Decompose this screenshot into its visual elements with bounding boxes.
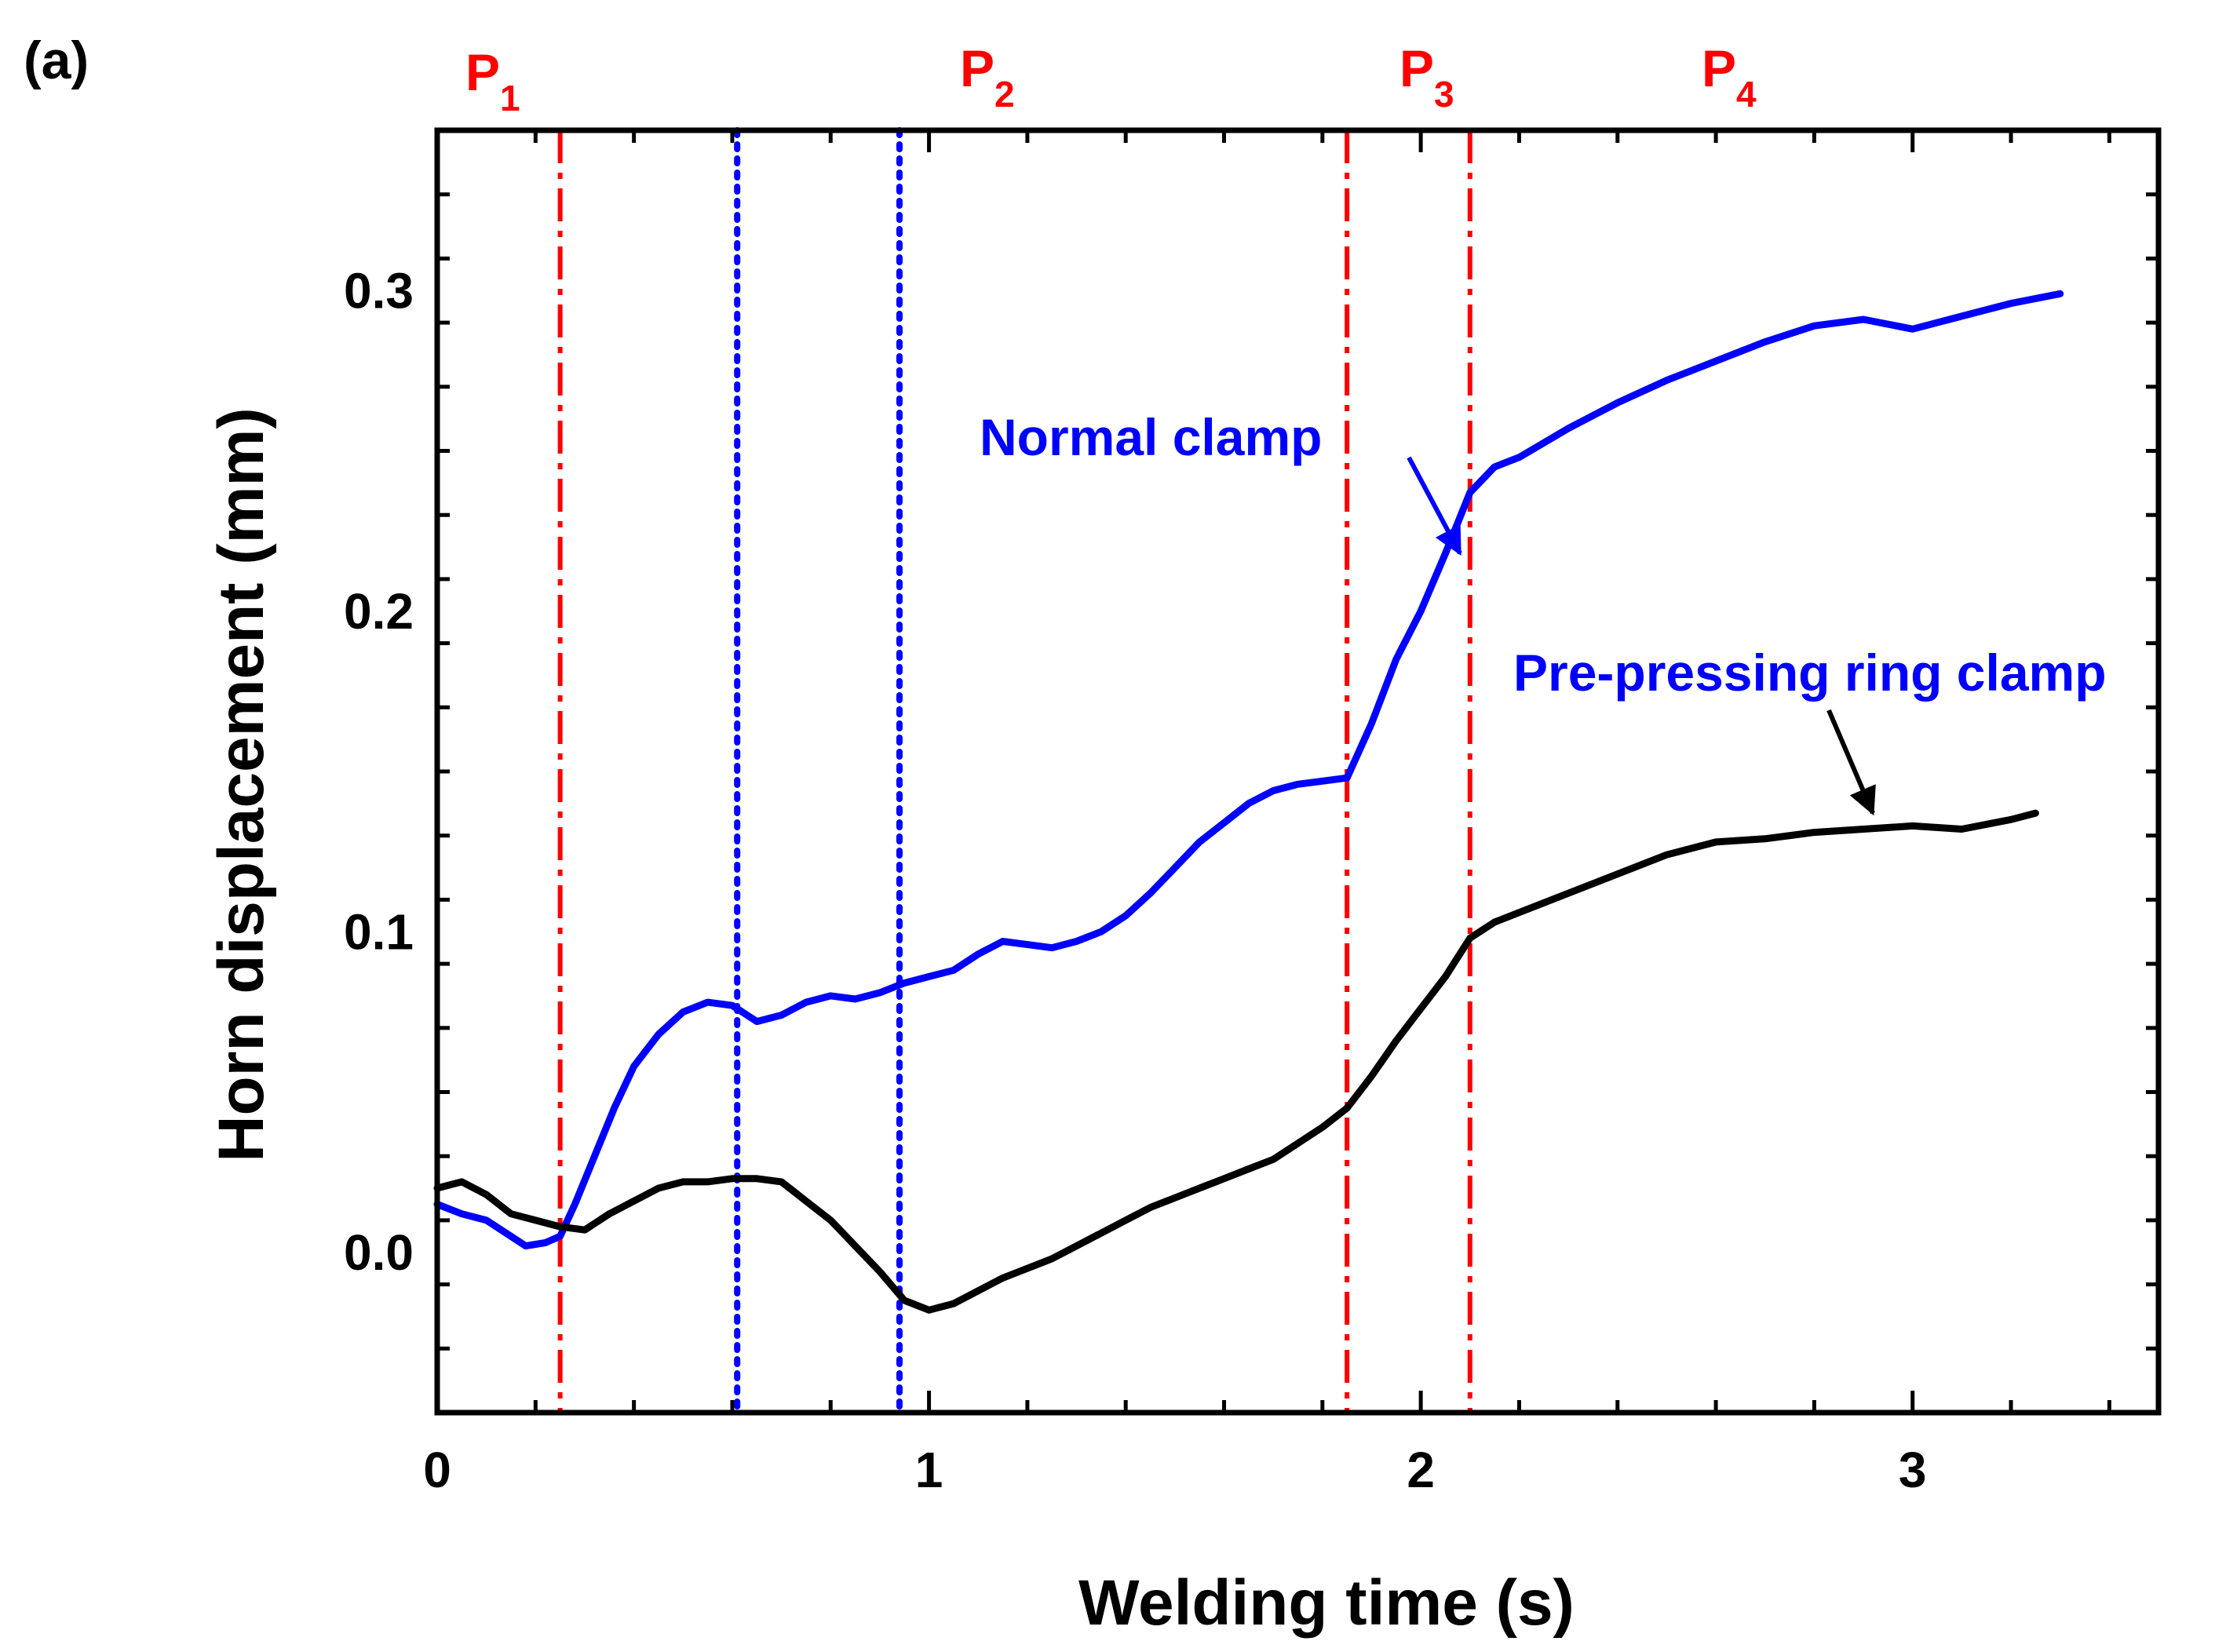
- y-tick-label: 0.3: [344, 262, 414, 319]
- y-tick-labels: 0.0 0.1 0.2 0.3: [344, 262, 414, 1281]
- x-axis-label: Welding time (s): [1078, 1567, 1575, 1639]
- plot-frame: [434, 127, 2162, 1416]
- phase-boundary-lines: [557, 127, 1472, 1416]
- x-tick-label: 0: [423, 1442, 451, 1498]
- series-line-2: [433, 809, 2039, 1314]
- y-tick-label: 0.1: [344, 903, 414, 960]
- x-tick-label: 3: [1899, 1442, 1927, 1498]
- series-layer: [433, 290, 2064, 1314]
- axis-ticks: [435, 128, 2158, 1415]
- annotation-pre-pressing-ring-clamp: Pre-pressing ring clamp: [1513, 644, 2107, 702]
- phase-label-p1: P1: [465, 43, 520, 119]
- annotation-normal-clamp: Normal clamp: [980, 408, 1322, 466]
- y-tick-label: 0.0: [344, 1224, 414, 1281]
- x-tick-label: 2: [1407, 1442, 1435, 1498]
- series-line-1: [433, 290, 2064, 1250]
- y-tick-label: 0.2: [344, 583, 414, 640]
- panel-label: (a): [24, 31, 89, 90]
- phase-label-p2: P2: [960, 39, 1015, 115]
- y-axis-label: Horn displacement (mm): [206, 407, 277, 1162]
- annotation-normal-clamp-arrow: [1407, 456, 1462, 556]
- phase-label-p3: P3: [1399, 39, 1454, 115]
- annotation-pre-pressing-ring-clamp-arrow: [1826, 709, 1876, 816]
- x-tick-labels: 0 1 2 3: [423, 1442, 1926, 1498]
- x-tick-label: 1: [915, 1442, 943, 1498]
- phase-label-p4: P4: [1702, 39, 1757, 115]
